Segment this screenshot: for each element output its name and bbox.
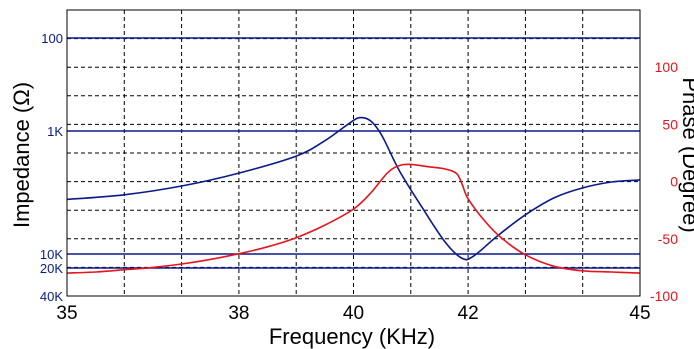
left-tick-label: 40K: [40, 289, 63, 304]
left-tick-label: 10K: [40, 247, 63, 262]
grid: [67, 10, 640, 296]
left-tick-label: 100: [41, 31, 63, 46]
impedance-reference-lines: [67, 37, 640, 269]
series-line-impedance: [66, 116, 641, 261]
right-axis-ticks: 100 50 0 -50 -100: [650, 59, 678, 304]
left-tick-label: 1K: [47, 124, 63, 139]
right-tick-label: -50: [658, 231, 678, 247]
x-tick-label: 42: [458, 303, 479, 324]
x-tick-label: 38: [228, 303, 249, 324]
right-tick-label: 50: [662, 116, 678, 132]
plot-frame: [66, 9, 641, 297]
x-axis-ticks: 35 38 40 42 45: [56, 303, 650, 324]
right-tick-label: -100: [650, 288, 678, 304]
left-axis-label: Impedance (Ω): [9, 82, 34, 228]
x-axis-label: Frequency (KHz): [269, 324, 435, 349]
right-tick-label: 100: [655, 59, 679, 75]
x-tick-label: 35: [56, 303, 77, 324]
left-tick-label: 20K: [40, 261, 63, 276]
x-tick-label: 45: [629, 303, 650, 324]
series-curves: [66, 116, 641, 274]
right-axis-label: Phase (Degree): [678, 77, 694, 232]
x-tick-label: 40: [343, 303, 364, 324]
series-line-phase: [66, 163, 641, 274]
right-tick-label: 0: [670, 174, 678, 190]
